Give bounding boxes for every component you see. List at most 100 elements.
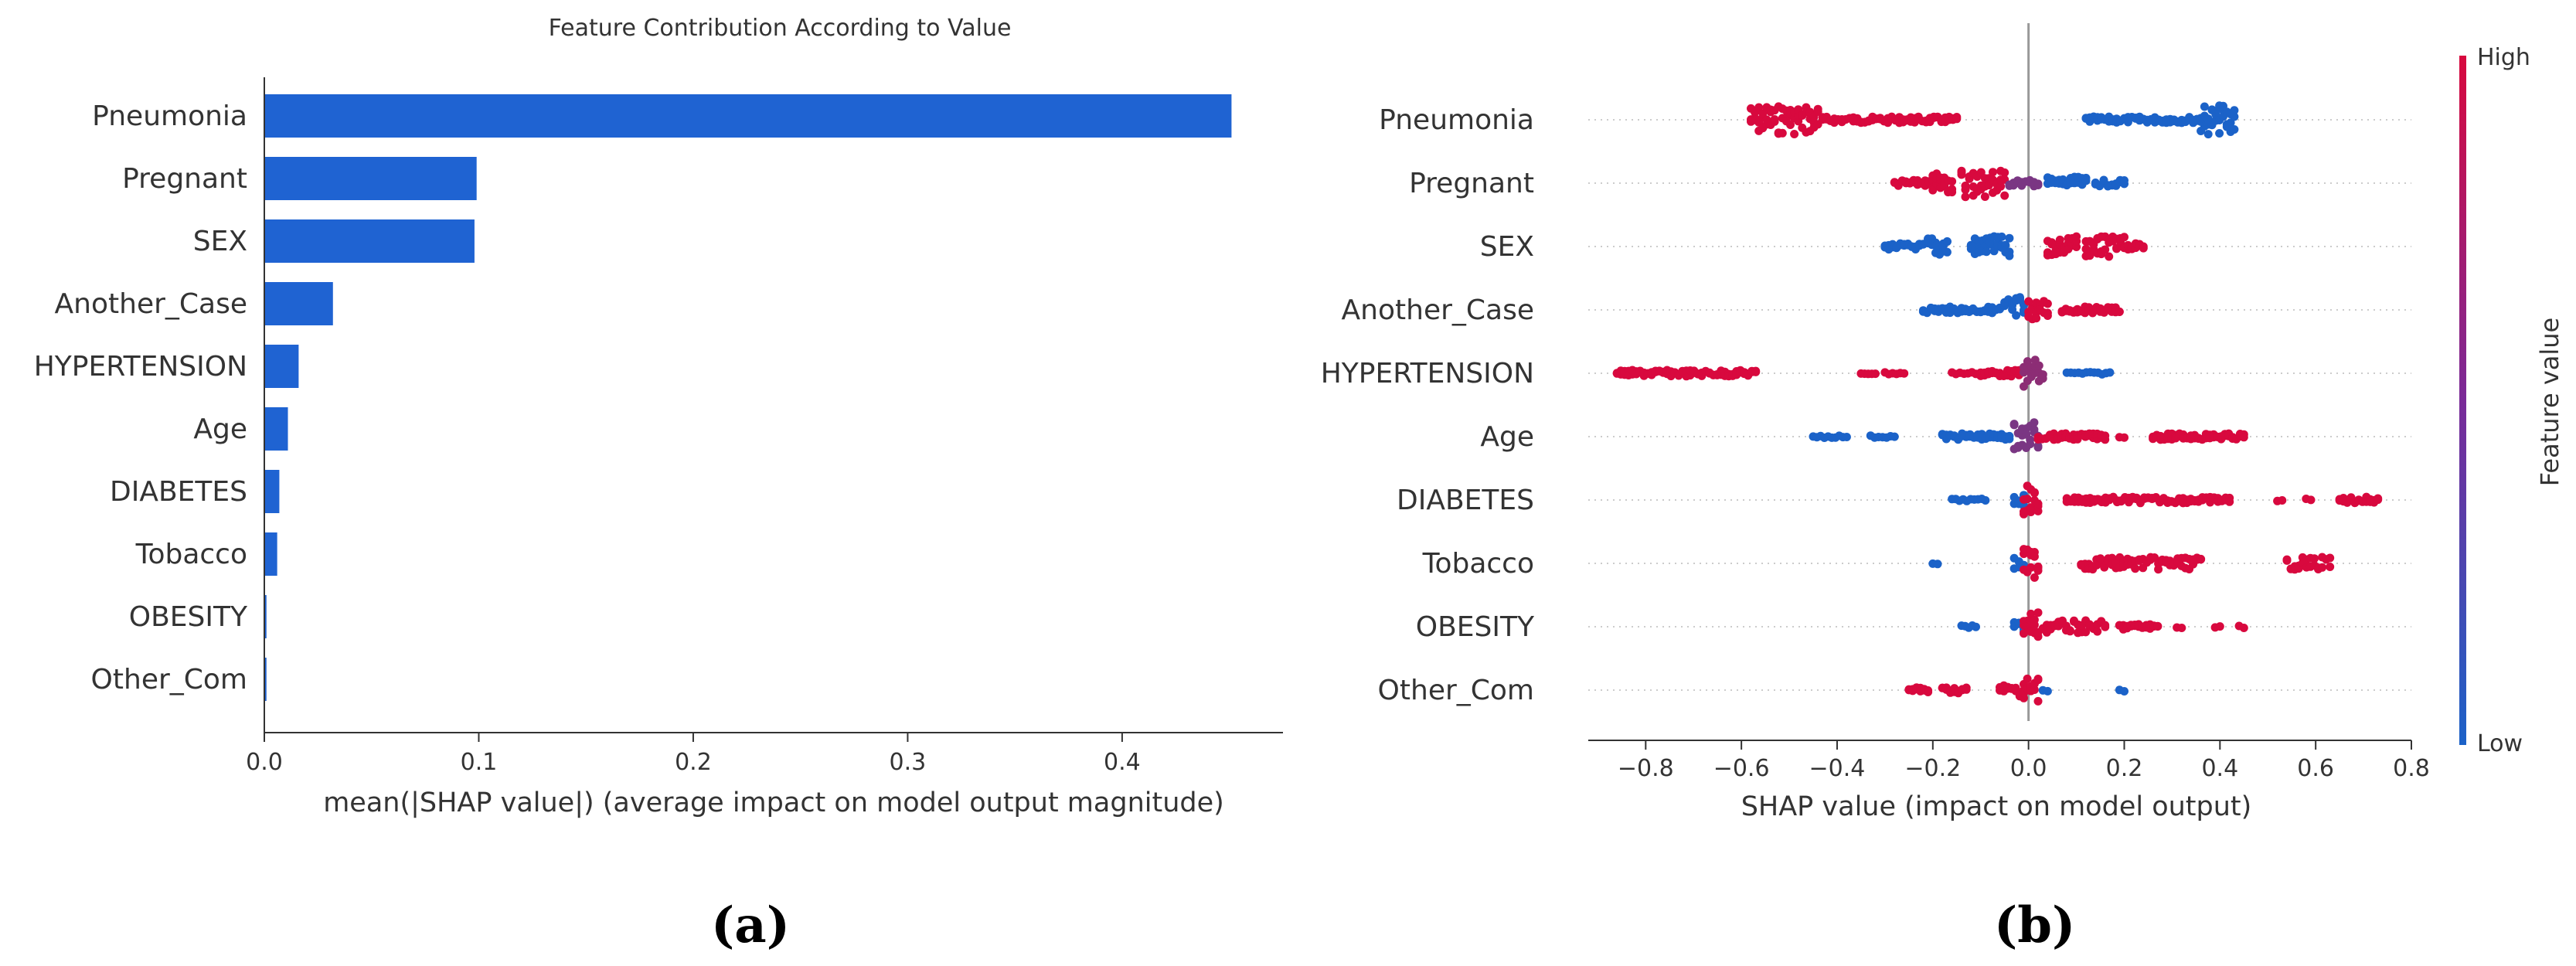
bar-category-label: SEX <box>193 226 247 257</box>
bar-category-label: Age <box>193 413 247 445</box>
bar <box>264 219 475 263</box>
panel-label-b: (b) <box>1994 896 2076 954</box>
shap-point <box>2177 624 2186 632</box>
x-tick-label: 0.2 <box>2106 755 2143 782</box>
shap-point <box>2043 311 2052 320</box>
shap-point <box>2120 687 2129 696</box>
shap-point <box>2030 552 2039 561</box>
feature-label: Another_Case <box>1342 294 1534 326</box>
shap-point <box>1900 369 1909 378</box>
shap-point <box>2033 566 2043 575</box>
x-tick-label: 0.0 <box>2010 755 2047 782</box>
shap-point <box>2030 615 2039 624</box>
shap-point <box>2230 125 2239 134</box>
shap-point <box>1933 560 1942 569</box>
shap-point <box>2239 624 2248 632</box>
bar-category-label: HYPERTENSION <box>34 351 247 383</box>
shap-point <box>2197 555 2206 564</box>
shap-point <box>2065 626 2074 635</box>
x-axis-label: SHAP value (impact on model output) <box>1741 791 2252 822</box>
x-axis-label: mean(|SHAP value|) (average impact on mo… <box>323 787 1224 818</box>
x-tick-label: 0.6 <box>2297 755 2334 782</box>
shap-point <box>2310 554 2319 563</box>
x-tick-label: −0.4 <box>1809 755 1866 782</box>
bar-category-label: Other_Com <box>91 664 247 696</box>
shap-point <box>2030 685 2039 694</box>
shap-point <box>2105 368 2115 377</box>
shap-point <box>2215 129 2224 138</box>
shap-point <box>1948 185 1957 194</box>
bar <box>264 595 267 638</box>
shap-point <box>1928 185 1938 195</box>
shap-point <box>2230 112 2239 121</box>
shap-point <box>2239 433 2248 442</box>
shap-point <box>1982 247 1991 257</box>
bar <box>264 157 477 200</box>
shap-point <box>2000 168 2009 177</box>
shap-point <box>2030 573 2039 582</box>
shap-point <box>2033 441 2043 451</box>
shap-point <box>1813 107 1822 116</box>
shap-point <box>2139 243 2148 253</box>
shap-point <box>2034 361 2043 370</box>
shap-point <box>2032 314 2041 323</box>
bar-category-label: DIABETES <box>110 476 247 508</box>
feature-label: Pneumonia <box>1379 104 1534 136</box>
shap-point <box>2024 297 2033 306</box>
shap-point <box>2131 564 2140 573</box>
shap-point <box>2055 235 2064 244</box>
x-tick-label: −0.2 <box>1904 755 1961 782</box>
shap-point <box>2012 311 2021 320</box>
shap-point <box>1790 130 1799 138</box>
shap-point <box>2225 497 2234 506</box>
chart-title: Feature Contribution According to Value <box>549 15 1012 42</box>
shap-point <box>2030 488 2039 498</box>
shap-point <box>2115 307 2124 316</box>
shap-point <box>1942 237 1952 247</box>
shap-point <box>2100 563 2109 572</box>
shap-point <box>2105 252 2114 261</box>
shap-point <box>1962 683 1971 692</box>
bar-category-label: Pregnant <box>122 163 247 195</box>
feature-label: DIABETES <box>1397 485 1534 516</box>
colorbar-high-label: High <box>2477 44 2530 71</box>
shap-point <box>2009 420 2019 430</box>
shap-point <box>2043 686 2052 696</box>
shap-point <box>2200 102 2209 111</box>
x-tick-label: 0.3 <box>890 749 927 776</box>
shap-point <box>2043 299 2052 308</box>
shap-point <box>1924 688 1933 696</box>
shap-point <box>2081 176 2091 185</box>
shap-point <box>2120 433 2129 442</box>
shap-point <box>1961 181 1970 190</box>
bar <box>264 94 1232 138</box>
shap-point <box>2318 563 2327 572</box>
beeswarm-chart-panel: Pneumonia Pregnant SEX Another_Case HYPERTEN… <box>1321 23 2564 822</box>
shap-point <box>2038 370 2047 379</box>
bar-chart-panel: Feature Contribution According to Value … <box>34 15 1283 818</box>
shap-point <box>2072 232 2081 241</box>
feature-label: Age <box>1480 421 1534 453</box>
shap-point <box>1754 103 1764 112</box>
shap-point <box>2101 431 2110 440</box>
shap-point <box>2033 499 2043 509</box>
shap-point <box>1961 192 1970 202</box>
feature-label: HYPERTENSION <box>1321 358 1534 389</box>
shap-point <box>2026 440 2035 449</box>
feature-label: OBESITY <box>1416 611 1535 643</box>
colorbar <box>2459 56 2466 745</box>
x-tick-label: 0.4 <box>2201 755 2238 782</box>
feature-label: SEX <box>1480 231 1534 263</box>
shap-point <box>2326 563 2335 571</box>
x-tick-label: 0.2 <box>675 749 712 776</box>
shap-point <box>2026 503 2036 512</box>
shap-point <box>2101 622 2110 631</box>
shap-point <box>2026 563 2036 572</box>
shap-point <box>1770 115 1779 124</box>
shap-point <box>2020 629 2028 638</box>
shap-point <box>2093 627 2102 636</box>
x-tick-label: 0.4 <box>1104 749 1141 776</box>
shap-point <box>1997 232 2006 241</box>
x-tick-label: −0.8 <box>1618 755 1674 782</box>
shap-point <box>2120 233 2129 242</box>
